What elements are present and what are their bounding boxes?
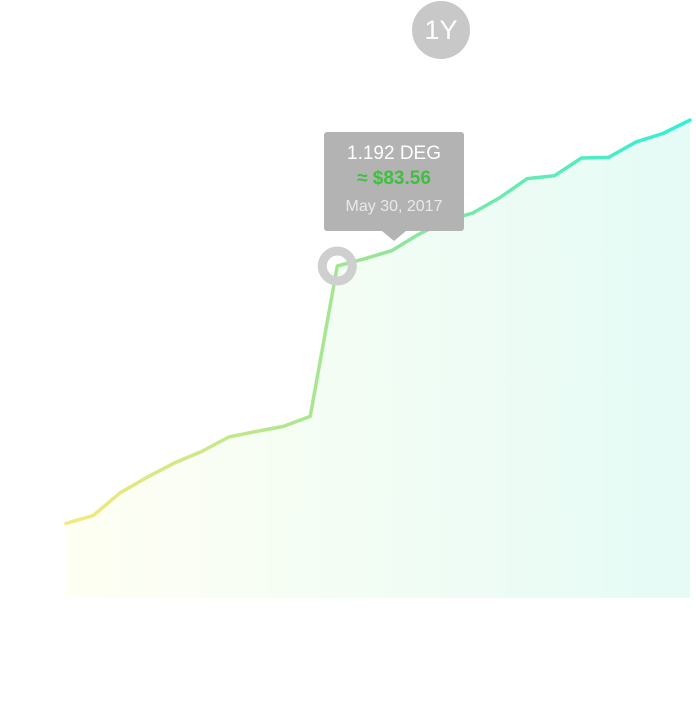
data-point[interactable] [334,263,340,269]
area-fill [66,120,690,598]
data-point[interactable] [633,139,639,145]
data-point[interactable] [172,460,178,466]
data-point[interactable] [660,130,666,136]
data-point[interactable] [470,210,476,216]
tooltip-value: ≈ $83.56 [357,168,431,189]
tooltip-amount: 1.192 DEG [347,143,441,164]
data-point[interactable] [389,248,395,254]
data-point[interactable] [226,434,232,440]
data-point[interactable] [280,423,286,429]
data-point[interactable] [199,449,205,455]
data-point[interactable] [90,513,96,519]
data-point[interactable] [524,176,530,182]
data-point[interactable] [606,154,612,160]
data-point[interactable] [497,195,503,201]
data-point[interactable] [253,428,259,434]
price-tooltip: 1.192 DEG ≈ $83.56 May 30, 2017 [324,132,464,241]
data-point[interactable] [578,155,584,161]
data-point[interactable] [416,231,422,237]
data-point[interactable] [551,173,557,179]
hover-marker[interactable] [317,246,357,286]
range-1y-button[interactable]: 1Y [412,1,470,59]
series-line [64,118,692,526]
data-point[interactable] [307,413,313,419]
data-point[interactable] [144,474,150,480]
data-point[interactable] [687,117,693,123]
data-point[interactable] [63,520,69,526]
data-point[interactable] [361,256,367,262]
data-point[interactable] [117,490,123,496]
tooltip-date: May 30, 2017 [345,198,443,215]
